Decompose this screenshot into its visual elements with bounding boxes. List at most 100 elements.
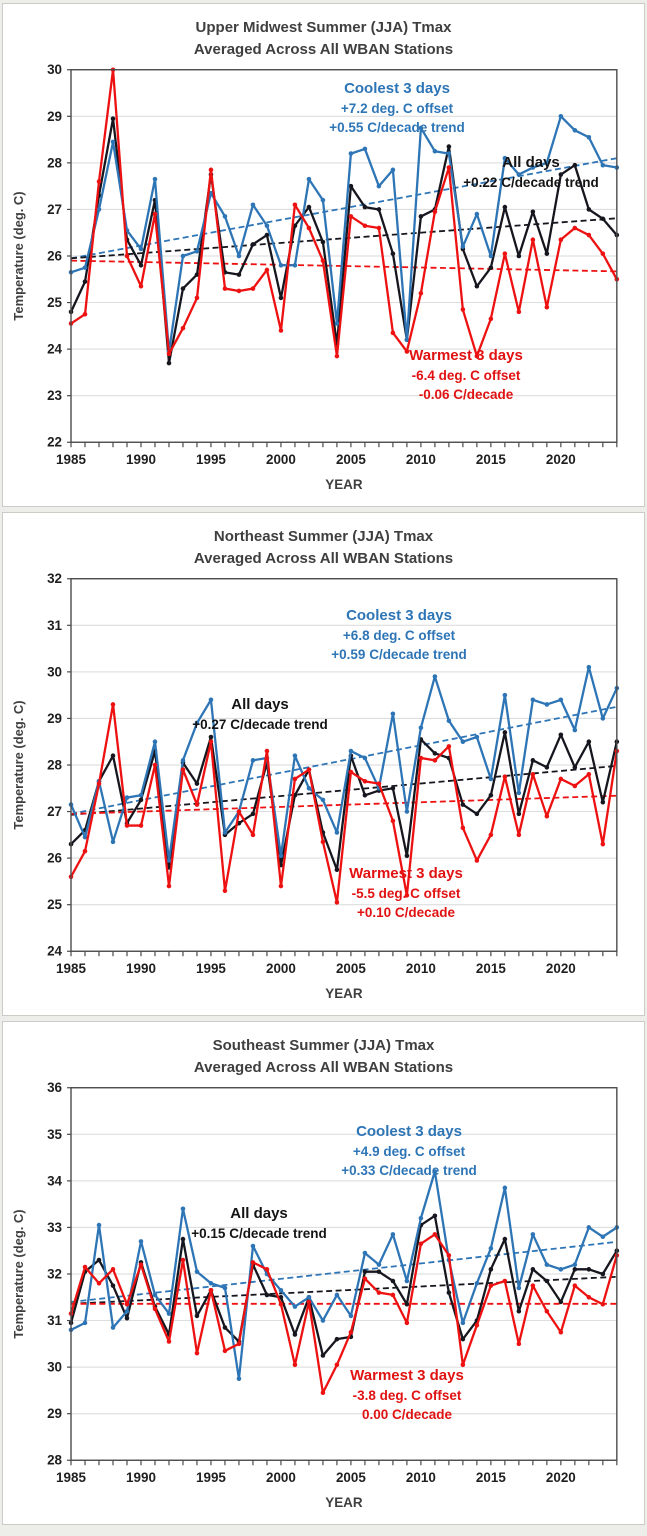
svg-text:2005: 2005 (336, 961, 366, 976)
chart-panel-upper-midwest: 22 23 24 25 26 27 28 29 30 1985 1990 1995 2000 2005 20… (2, 3, 645, 507)
svg-text:Temperature (deg. C): Temperature (deg. C) (11, 700, 26, 829)
svg-text:2010: 2010 (406, 961, 436, 976)
legend-all-days: All days +0.27 C/decade trend (192, 694, 327, 734)
svg-text:1995: 1995 (196, 452, 226, 467)
svg-text:25: 25 (47, 295, 62, 310)
svg-text:29: 29 (47, 109, 62, 124)
legend-coolest-offset: +7.2 deg. C offset (340, 101, 454, 116)
svg-text:26: 26 (47, 851, 62, 866)
svg-text:26: 26 (47, 248, 62, 263)
svg-text:23: 23 (47, 388, 62, 403)
svg-text:34: 34 (47, 1173, 62, 1188)
svg-text:1990: 1990 (126, 1470, 156, 1485)
chart-title-line1: Southeast Summer (JJA) Tmax (212, 1037, 435, 1054)
svg-text:2015: 2015 (476, 452, 506, 467)
legend-coolest-label: Coolest 3 days (346, 607, 452, 624)
svg-text:35: 35 (47, 1127, 62, 1142)
legend-all-trend: +0.27 C/decade trend (192, 717, 328, 732)
svg-text:27: 27 (47, 202, 62, 217)
svg-text:30: 30 (47, 62, 62, 77)
chart-panel-southeast: 28 29 30 31 32 33 34 35 36 1985 1990 1995 2000 2005 20… (2, 1021, 645, 1525)
svg-text:2015: 2015 (476, 1470, 506, 1485)
legend-all-label: All days (230, 1205, 288, 1222)
svg-text:2020: 2020 (546, 1470, 576, 1485)
svg-text:1995: 1995 (196, 1470, 226, 1485)
svg-text:27: 27 (47, 804, 62, 819)
legend-warmest-trend: 0.00 C/decade (361, 1407, 453, 1422)
legend-all-label: All days (502, 154, 560, 171)
legend-coolest-label: Coolest 3 days (344, 80, 450, 97)
svg-text:29: 29 (47, 1406, 62, 1421)
legend-warmest-offset: -5.5 deg. C offset (351, 886, 461, 901)
svg-text:2020: 2020 (546, 961, 576, 976)
chart-title-line2: Averaged Across All WBAN Stations (193, 1059, 454, 1076)
legend-warmest-offset: -6.4 deg. C offset (411, 368, 521, 383)
legend-coolest-label: Coolest 3 days (356, 1123, 462, 1140)
svg-text:Temperature (deg. C): Temperature (deg. C) (11, 191, 26, 320)
svg-text:1985: 1985 (56, 452, 86, 467)
legend-warmest-label: Warmest 3 days (350, 1367, 464, 1384)
legend-warmest-label: Warmest 3 days (349, 865, 463, 882)
chart-title-line1: Northeast Summer (JJA) Tmax (213, 528, 434, 545)
chart-title-line2: Averaged Across All WBAN Stations (193, 41, 454, 58)
chart-title-line1: Upper Midwest Summer (JJA) Tmax (195, 19, 452, 36)
svg-text:2000: 2000 (266, 961, 296, 976)
svg-text:32: 32 (47, 571, 62, 586)
legend-warmest-3-days: Warmest 3 days -6.4 deg. C offset -0.06 … (409, 345, 523, 404)
svg-text:2020: 2020 (546, 452, 576, 467)
legend-coolest-offset: +6.8 deg. C offset (342, 628, 456, 643)
svg-text:2000: 2000 (266, 1470, 296, 1485)
legend-warmest-3-days: Warmest 3 days -3.8 deg. C offset 0.00 C… (350, 1365, 464, 1424)
svg-text:24: 24 (47, 944, 62, 959)
svg-text:30: 30 (47, 1360, 62, 1375)
svg-text:1985: 1985 (56, 1470, 86, 1485)
svg-text:Temperature (deg. C): Temperature (deg. C) (11, 1209, 26, 1338)
legend-coolest-trend: +0.59 C/decade trend (331, 647, 467, 662)
legend-coolest-trend: +0.33 C/decade trend (341, 1163, 477, 1178)
svg-text:28: 28 (47, 757, 62, 772)
svg-text:2010: 2010 (406, 452, 436, 467)
svg-text:1995: 1995 (196, 961, 226, 976)
svg-text:2010: 2010 (406, 1470, 436, 1485)
svg-text:1990: 1990 (126, 961, 156, 976)
chart-title: Upper Midwest Summer (JJA) Tmax Averaged… (3, 17, 644, 61)
legend-all-days: All days +0.15 C/decade trend (191, 1203, 326, 1243)
legend-warmest-trend: -0.06 C/decade (418, 387, 514, 402)
svg-text:36: 36 (47, 1080, 62, 1095)
legend-warmest-label: Warmest 3 days (409, 347, 523, 364)
chart-title: Southeast Summer (JJA) Tmax Averaged Acr… (3, 1035, 644, 1079)
legend-all-days: All days +0.22 C/decade trend (463, 152, 598, 192)
svg-text:25: 25 (47, 897, 62, 912)
svg-text:1985: 1985 (56, 961, 86, 976)
svg-text:32: 32 (47, 1266, 62, 1281)
svg-text:YEAR: YEAR (325, 986, 363, 1001)
svg-text:29: 29 (47, 711, 62, 726)
legend-coolest-3-days: Coolest 3 days +7.2 deg. C offset +0.55 … (329, 78, 464, 137)
svg-text:2005: 2005 (336, 452, 366, 467)
svg-text:31: 31 (47, 1313, 62, 1328)
plot-svg-southeast: 28 29 30 31 32 33 34 35 36 1985 1990 1995 2000 2005 20… (11, 1080, 620, 1510)
svg-text:28: 28 (47, 155, 62, 170)
svg-text:33: 33 (47, 1220, 62, 1235)
svg-text:1990: 1990 (126, 452, 156, 467)
svg-text:YEAR: YEAR (325, 477, 363, 492)
legend-all-trend: +0.22 C/decade trend (463, 175, 599, 190)
legend-coolest-3-days: Coolest 3 days +4.9 deg. C offset +0.33 … (341, 1121, 476, 1180)
svg-text:2005: 2005 (336, 1470, 366, 1485)
legend-coolest-3-days: Coolest 3 days +6.8 deg. C offset +0.59 … (331, 605, 466, 664)
plot-svg-northeast: 24 25 26 27 28 29 30 31 32 1985 1990 1995 2000 2005 20… (11, 571, 620, 1001)
svg-text:31: 31 (47, 618, 62, 633)
legend-all-label: All days (231, 696, 289, 713)
legend-coolest-trend: +0.55 C/decade trend (329, 120, 465, 135)
chart-panel-northeast: 24 25 26 27 28 29 30 31 32 1985 1990 1995 2000 2005 20… (2, 512, 645, 1016)
svg-text:22: 22 (47, 435, 62, 450)
svg-text:2015: 2015 (476, 961, 506, 976)
plot-svg-upper-midwest: 22 23 24 25 26 27 28 29 30 1985 1990 1995 2000 2005 20… (11, 62, 620, 492)
legend-all-trend: +0.15 C/decade trend (191, 1226, 327, 1241)
svg-text:2000: 2000 (266, 452, 296, 467)
svg-text:28: 28 (47, 1453, 62, 1468)
chart-title-line2: Averaged Across All WBAN Stations (193, 550, 454, 567)
legend-warmest-trend: +0.10 C/decade (357, 905, 455, 920)
svg-text:24: 24 (47, 342, 62, 357)
chart-title: Northeast Summer (JJA) Tmax Averaged Acr… (3, 526, 644, 570)
